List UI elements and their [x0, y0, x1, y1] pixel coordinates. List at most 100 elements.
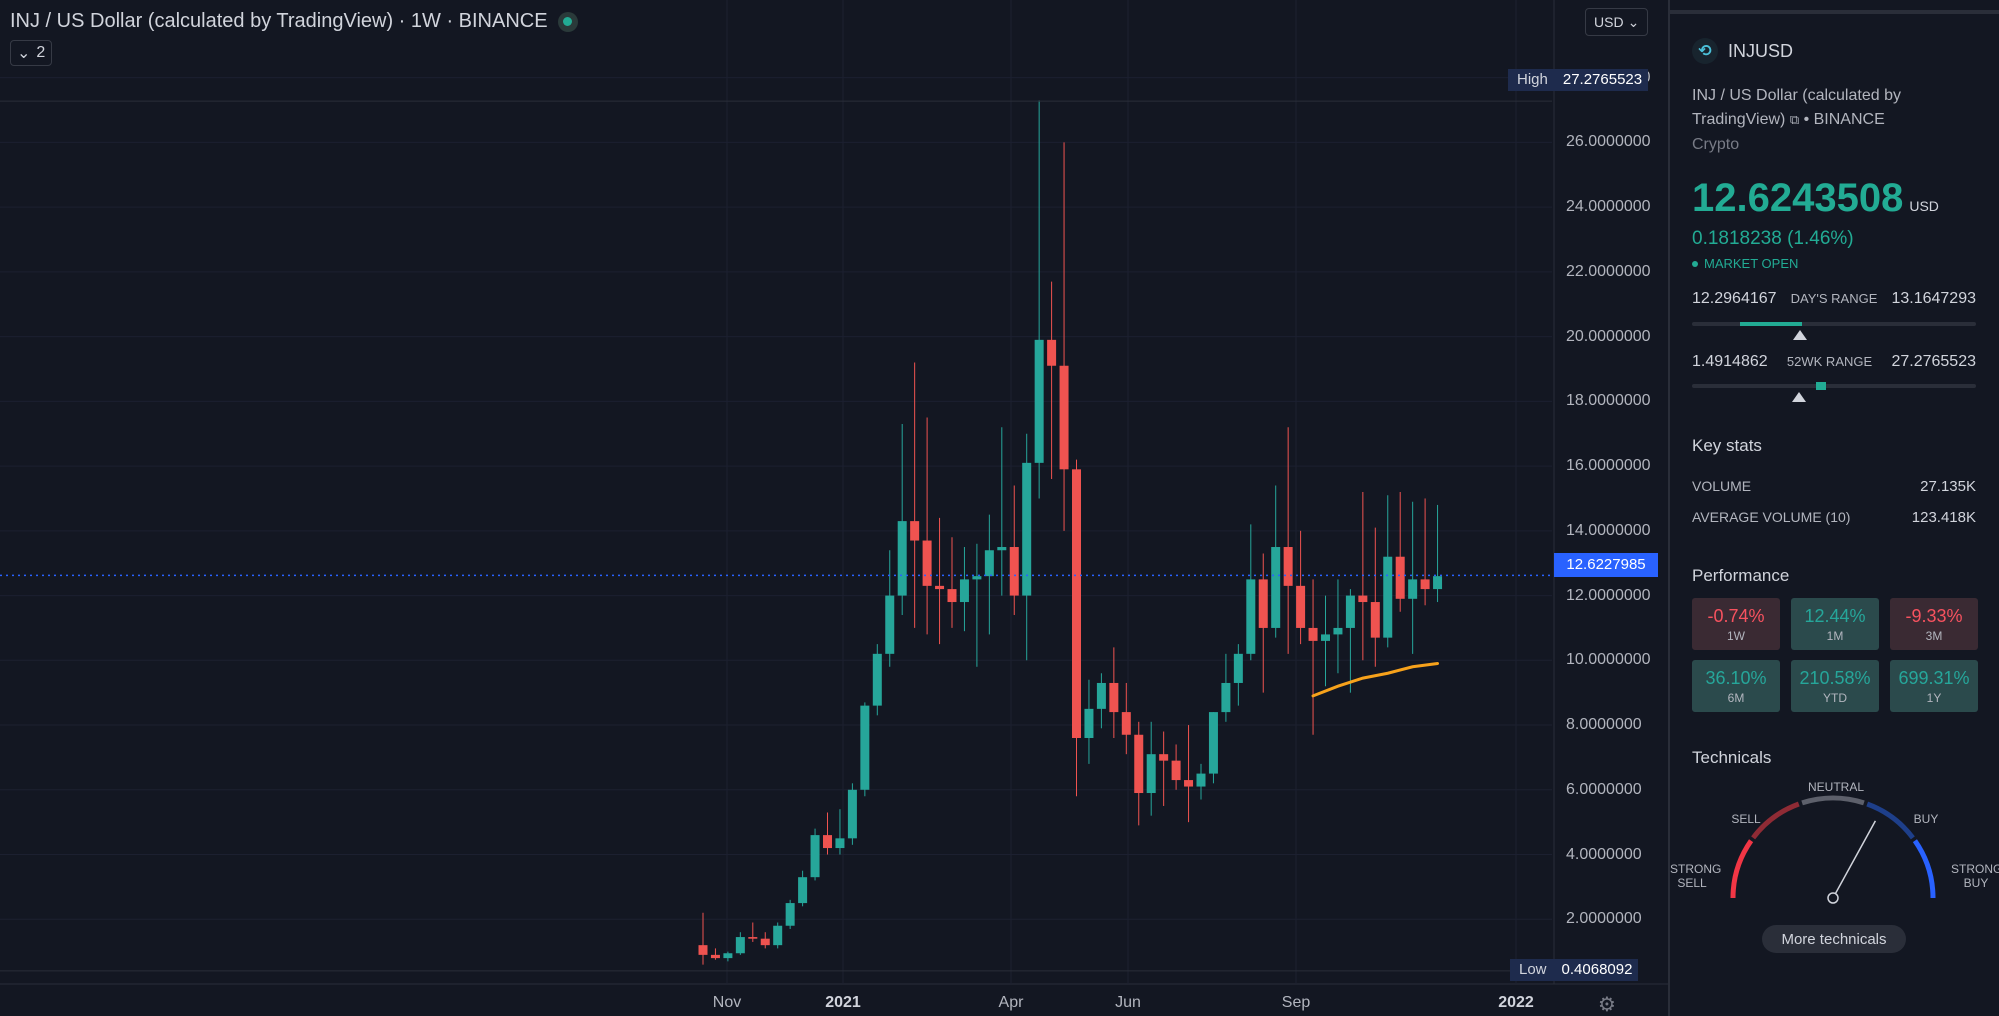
candle-body: [1333, 627, 1343, 635]
days-range-low: 12.2964167: [1692, 290, 1777, 307]
currency-value: USD: [1594, 14, 1624, 30]
candle-body: [1296, 585, 1306, 628]
time-tick-label: Sep: [1281, 994, 1311, 1011]
gauge-arc-neutral: [1801, 795, 1865, 806]
candle-body: [1184, 780, 1194, 787]
bullet-separator: •: [1803, 111, 1814, 128]
wk52-range-marker-icon: [1792, 392, 1806, 402]
price-tick-label: 8.0000000: [1566, 716, 1642, 734]
candle-body: [1395, 556, 1405, 599]
current-price: 12.6243508 USD: [1692, 176, 1939, 221]
indicators-toggle-button[interactable]: ⌄ 2: [10, 40, 53, 66]
external-link-icon[interactable]: ⧉: [1789, 112, 1800, 127]
performance-cell: 699.31% 1Y: [1890, 660, 1978, 712]
market-status: MARKET OPEN: [1692, 256, 1798, 271]
candle-body: [835, 838, 845, 849]
candle-body: [1408, 579, 1418, 599]
price-tick-label: 26.0000000: [1566, 133, 1651, 151]
days-range-row: 12.2964167 DAY'S RANGE 13.1647293: [1692, 290, 1976, 308]
performance-period: 6M: [1727, 690, 1745, 705]
gauge-arc-strong-buy: [1912, 839, 1936, 899]
price-tick-label: 4.0000000: [1566, 845, 1642, 863]
wk52-range-bar: [1692, 382, 1976, 390]
performance-cell: 210.58% YTD: [1791, 660, 1879, 712]
candle-body: [947, 589, 957, 603]
time-tick-label: 2022: [1498, 994, 1534, 1011]
currency-select[interactable]: USD ⌄: [1585, 8, 1649, 36]
indicator-count: 2: [36, 44, 46, 61]
volume-row: VOLUME 27.135K: [1692, 478, 1976, 495]
performance-value: -9.33%: [1905, 605, 1963, 626]
price-tick-label: 14.0000000: [1566, 521, 1651, 539]
days-range-marker-icon: [1793, 330, 1807, 340]
avg-volume-label: AVERAGE VOLUME (10): [1692, 509, 1851, 525]
avg-volume-value: 123.418K: [1911, 509, 1976, 526]
candle-body: [1109, 682, 1119, 713]
performance-value: 210.58%: [1799, 667, 1871, 688]
candle-body: [785, 903, 795, 926]
performance-cell: 12.44% 1M: [1791, 598, 1879, 650]
candle-body: [1308, 627, 1318, 641]
candle-body: [1022, 462, 1032, 596]
candle-body: [1383, 556, 1393, 638]
chevron-down-icon: ⌄: [1627, 13, 1640, 30]
candle-body: [959, 579, 969, 603]
time-tick-label: 2021: [825, 994, 861, 1011]
candle-body: [1121, 712, 1131, 735]
candle-body: [972, 576, 982, 580]
chart-area[interactable]: INJ / US Dollar (calculated by TradingVi…: [0, 0, 1668, 1016]
more-technicals-button[interactable]: More technicals: [1762, 925, 1906, 953]
symbol-category: Crypto: [1692, 136, 1740, 153]
price-change: 0.1818238 (1.46%): [1692, 228, 1854, 249]
candle-body: [935, 585, 945, 590]
candle-body: [922, 540, 932, 586]
wk52-range-label: 52WK RANGE: [1786, 354, 1873, 369]
gauge-needle-pivot: [1827, 892, 1839, 904]
days-range-fill: [1740, 322, 1802, 326]
candle-body: [1084, 708, 1094, 738]
candle-body: [1221, 682, 1231, 713]
performance-cell: 36.10% 6M: [1692, 660, 1780, 712]
candle-body: [1345, 595, 1355, 628]
time-tick-label: Jun: [1115, 994, 1141, 1011]
low-label: Low: [1510, 959, 1556, 981]
time-tick-label: Apr: [998, 994, 1024, 1011]
performance-cell: -0.74% 1W: [1692, 598, 1780, 650]
performance-period: YTD: [1823, 690, 1847, 705]
market-status-icon[interactable]: [557, 11, 578, 32]
price-chart[interactable]: [0, 0, 1668, 1016]
gauge-buy-label: BUY: [1913, 812, 1939, 826]
performance-period: 1Y: [1926, 690, 1942, 705]
performance-period: 1W: [1727, 628, 1745, 643]
low-value: 0.4068092: [1555, 959, 1639, 981]
candle-body: [910, 521, 920, 541]
performance-value: -0.74%: [1707, 605, 1765, 626]
candle-body: [760, 938, 770, 946]
candle-body: [1047, 339, 1057, 366]
low-marker: Low 0.4068092: [1510, 959, 1639, 981]
candle-body: [984, 550, 994, 577]
performance-cell: -9.33% 3M: [1890, 598, 1978, 650]
gauge-strong-buy-label: STRONG BUY: [1951, 862, 1999, 890]
gear-icon[interactable]: ⚙: [1598, 994, 1616, 1016]
candle-body: [1358, 595, 1368, 603]
gauge-arc-strong-sell: [1730, 839, 1754, 899]
wk52-range-fill: [1816, 382, 1826, 390]
symbol-name: INJUSD: [1728, 40, 1794, 61]
candle-body: [798, 877, 808, 904]
high-value: 27.2765523: [1556, 69, 1649, 91]
technicals-gauge[interactable]: STRONG SELL SELL NEUTRAL BUY STRONG BUY: [1670, 770, 1999, 950]
symbol-row[interactable]: ⟲ INJUSD: [1692, 38, 1793, 64]
candle-body: [710, 954, 720, 959]
price-tick-label: 10.0000000: [1566, 651, 1651, 669]
candle-body: [1134, 734, 1144, 794]
candle-body: [1246, 579, 1256, 654]
candle-body: [1233, 653, 1243, 683]
candle-body: [1009, 547, 1019, 596]
price-tick-label: 2.0000000: [1566, 910, 1642, 928]
price-tick-label: 6.0000000: [1566, 780, 1642, 798]
symbol-header[interactable]: INJ / US Dollar (calculated by TradingVi…: [10, 10, 578, 33]
performance-title: Performance: [1692, 566, 1790, 585]
price-tick-label: 24.0000000: [1566, 198, 1651, 216]
candle-body: [897, 521, 907, 596]
